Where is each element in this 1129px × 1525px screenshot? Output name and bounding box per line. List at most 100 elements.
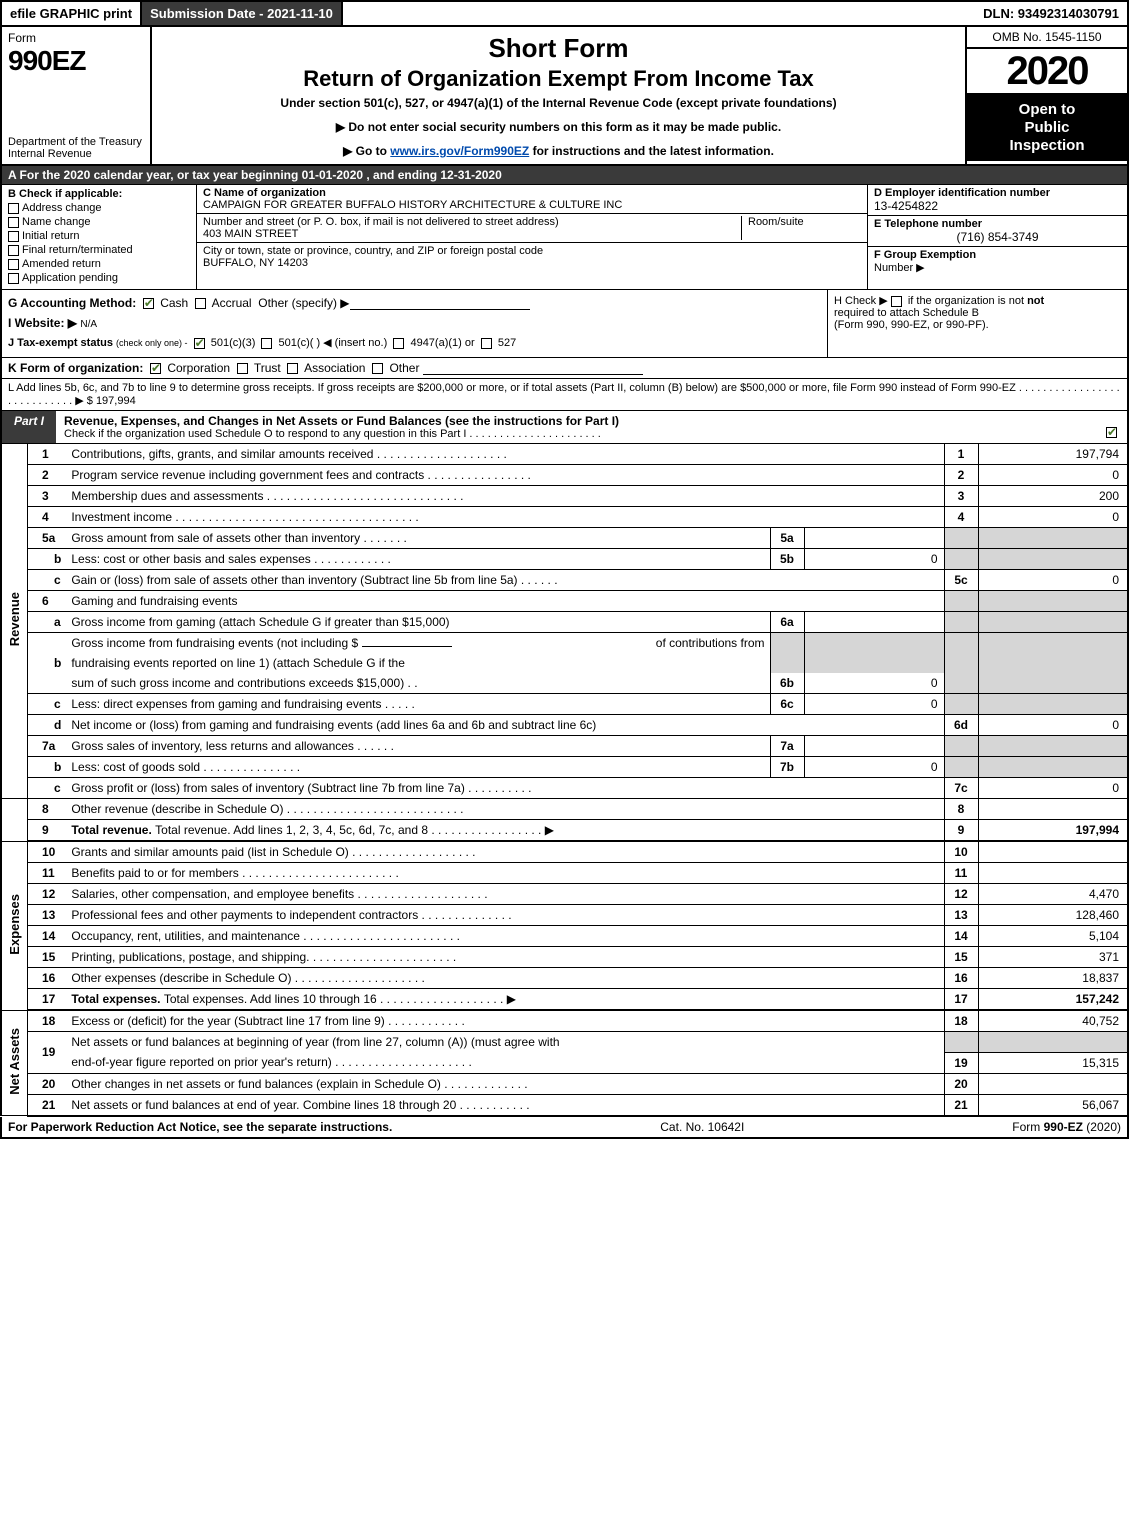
irs-link[interactable]: www.irs.gov/Form990EZ [390,144,529,158]
line-3: 3 Membership dues and assessments . . . … [1,486,1128,507]
line-6d: d Net income or (loss) from gaming and f… [1,715,1128,736]
g-cash-checkbox[interactable] [143,298,154,309]
line-20: 20 Other changes in net assets or fund b… [1,1073,1128,1094]
section-b-to-f: B Check if applicable: Address change Na… [0,185,1129,290]
b-opt-application-pending[interactable]: Application pending [8,272,190,284]
line-19-1: 19 Net assets or fund balances at beginn… [1,1032,1128,1053]
j-501c3: 501(c)(3) [211,337,256,349]
line-7c: c Gross profit or (loss) from sales of i… [1,778,1128,799]
k-corp-checkbox[interactable] [150,363,161,374]
j-501c: 501(c)( ) ◀ (insert no.) [279,337,388,349]
header-note2: ▶ Go to www.irs.gov/Form990EZ for instru… [160,144,957,158]
i-value: N/A [80,319,97,330]
j-label: J Tax-exempt status [8,337,113,349]
j-527: 527 [498,337,516,349]
g-accounting-method: G Accounting Method: Cash Accrual Other … [8,296,821,310]
j-4947-checkbox[interactable] [393,338,404,349]
header-right: OMB No. 1545-1150 2020 Open to Public In… [967,27,1127,164]
i-label: I Website: ▶ [8,316,77,330]
inspection-line1: Open to [1019,101,1076,118]
d-ein: D Employer identification number 13-4254… [868,185,1127,216]
g-accrual-checkbox[interactable] [195,298,206,309]
section-b: B Check if applicable: Address change Na… [2,185,197,289]
k-other-input[interactable] [423,374,643,375]
dept-irs: Internal Revenue [8,148,144,160]
part1-tab: Part I [2,411,56,443]
j-501c3-checkbox[interactable] [194,338,205,349]
page-footer: For Paperwork Reduction Act Notice, see … [0,1117,1129,1139]
section-d-to-f: D Employer identification number 13-4254… [867,185,1127,289]
line-10: Expenses 10 Grants and similar amounts p… [1,841,1128,863]
part1-schedule-o-checkbox[interactable] [1099,411,1127,443]
footer-right: Form 990-EZ (2020) [1012,1120,1121,1134]
e-phone: E Telephone number (716) 854-3749 [868,216,1127,247]
line-6c: c Less: direct expenses from gaming and … [1,694,1128,715]
footer-form: 990-EZ [1044,1120,1083,1134]
g-cash: Cash [160,296,188,310]
line-19-2: end-of-year figure reported on prior yea… [1,1052,1128,1073]
line-7a: 7a Gross sales of inventory, less return… [1,736,1128,757]
j-501c-checkbox[interactable] [261,338,272,349]
g-other-input[interactable] [350,309,530,310]
expenses-vlabel: Expenses [1,841,28,1010]
j-527-checkbox[interactable] [481,338,492,349]
h-prefix: H Check ▶ [834,295,888,307]
line-16: 16 Other expenses (describe in Schedule … [1,968,1128,989]
e-value: (716) 854-3749 [874,230,1121,244]
k-label: K Form of organization: [8,361,143,375]
k-assoc-checkbox[interactable] [287,363,298,374]
b-opt-initial-return[interactable]: Initial return [8,230,190,242]
k-trust: Trust [254,361,281,375]
b-heading: B Check if applicable: [8,188,190,200]
header-left: Form 990EZ Department of the Treasury In… [2,27,152,164]
c-name-row: C Name of organization CAMPAIGN FOR GREA… [197,185,867,214]
dept-treasury: Department of the Treasury [8,136,144,148]
g-label: G Accounting Method: [8,296,136,310]
j-tax-exempt: J Tax-exempt status (check only one) - 5… [8,336,821,349]
topbar-spacer [343,2,975,25]
h-text1: if the organization is not not [908,295,1044,307]
h-checkbox[interactable] [891,296,902,307]
efile-label: efile GRAPHIC print [2,2,142,25]
section-c: C Name of organization CAMPAIGN FOR GREA… [197,185,867,289]
dln-label: DLN: 93492314030791 [975,2,1127,25]
line-14: 14 Occupancy, rent, utilities, and maint… [1,926,1128,947]
part1-lines-table: Revenue 1 Contributions, gifts, grants, … [0,444,1129,1117]
submission-date: Submission Date - 2021-11-10 [142,2,343,25]
b-opt-amended-return[interactable]: Amended return [8,258,190,270]
header-center: Short Form Return of Organization Exempt… [152,27,967,164]
b-opt-final-return[interactable]: Final return/terminated [8,244,190,256]
line-18: Net Assets 18 Excess or (deficit) for th… [1,1010,1128,1032]
line-9: 9 Total revenue. Total revenue. Add line… [1,820,1128,842]
e-label: E Telephone number [874,218,982,230]
line-7b: b Less: cost of goods sold . . . . . . .… [1,757,1128,778]
omb-number: OMB No. 1545-1150 [967,27,1127,49]
k-trust-checkbox[interactable] [237,363,248,374]
public-inspection: Open to Public Inspection [967,95,1127,161]
line-4: 4 Investment income . . . . . . . . . . … [1,507,1128,528]
k-other-checkbox[interactable] [372,363,383,374]
part1-title: Revenue, Expenses, and Changes in Net As… [56,411,1099,443]
section-g-i-j: G Accounting Method: Cash Accrual Other … [2,290,827,357]
i-website: I Website: ▶ N/A [8,316,821,330]
b-opt-address-change[interactable]: Address change [8,202,190,214]
line-8: 8 Other revenue (describe in Schedule O)… [1,799,1128,820]
form-word: Form [8,31,144,45]
l-text: L Add lines 5b, 6c, and 7b to line 9 to … [8,382,1120,407]
f-group-exemption: F Group Exemption Number ▶ [868,247,1127,289]
c-city-row: City or town, state or province, country… [197,243,867,271]
note2-prefix: ▶ Go to [343,144,390,158]
l-value: 197,994 [96,395,136,407]
line-6a: a Gross income from gaming (attach Sched… [1,612,1128,633]
h-text2: required to attach Schedule B [834,307,979,319]
tax-year: 2020 [967,49,1127,95]
g-accrual: Accrual [212,296,252,310]
j-4947: 4947(a)(1) or [410,337,474,349]
line-2: 2 Program service revenue including gove… [1,465,1128,486]
revenue-vlabel: Revenue [1,444,28,799]
c-street-label: Number and street (or P. O. box, if mail… [203,216,559,228]
b-opt-name-change[interactable]: Name change [8,216,190,228]
inspection-line2: Public [1024,119,1069,136]
header-note1: ▶ Do not enter social security numbers o… [160,120,957,134]
line-21: 21 Net assets or fund balances at end of… [1,1094,1128,1116]
